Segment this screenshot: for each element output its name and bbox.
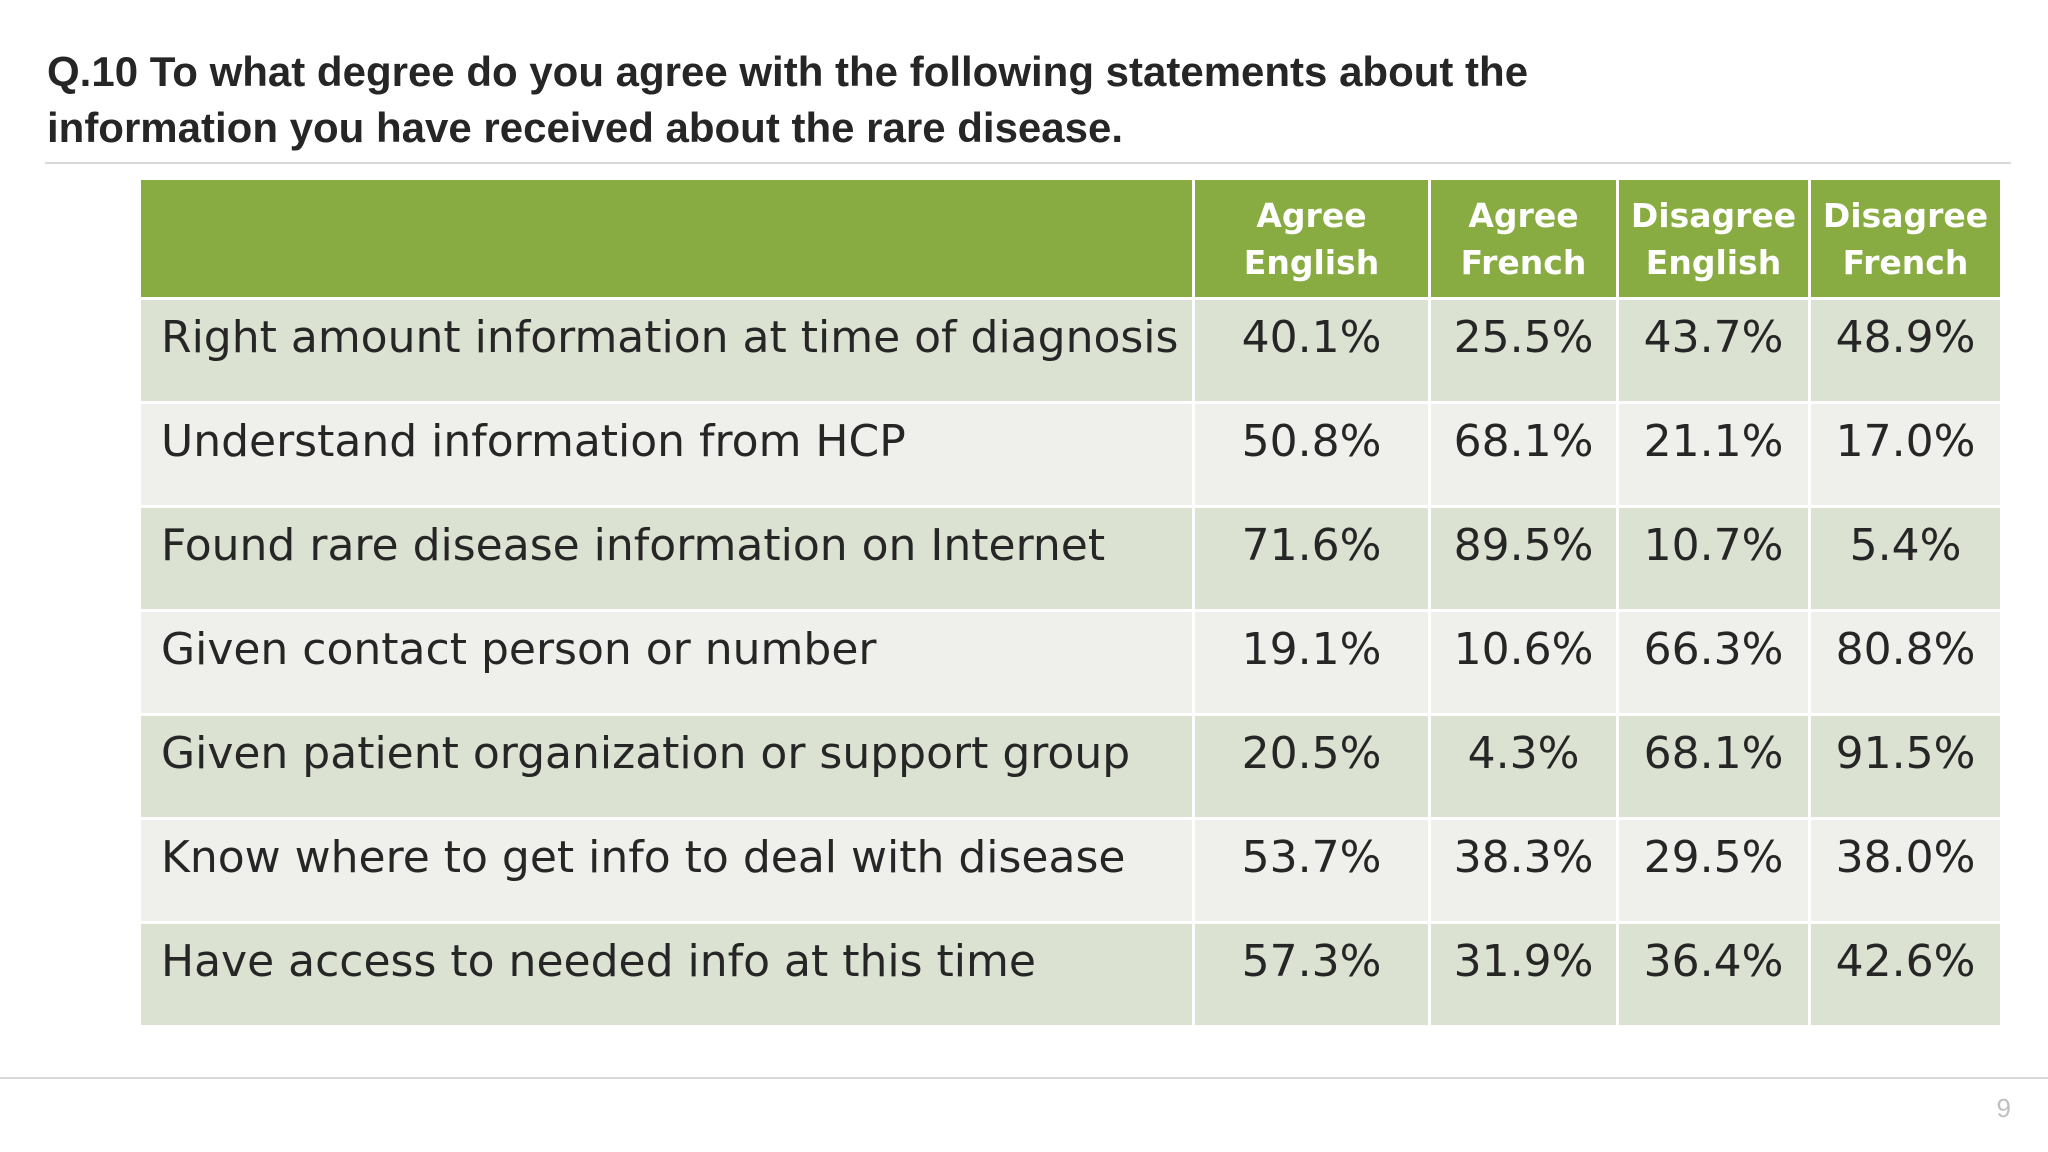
row-label: Given contact person or number (138, 609, 1195, 716)
cell-disagree-english: 29.5% (1616, 817, 1811, 924)
cell-agree-english: 57.3% (1192, 921, 1431, 1028)
slide-title: Q.10 To what degree do you agree with th… (47, 44, 1947, 156)
table-row: Given contact person or number 19.1% 10.… (138, 609, 2003, 716)
header-cell-disagree-french: Disagree French (1808, 177, 2003, 300)
header-label-line-2: English (1243, 242, 1380, 282)
header-cell-statement (138, 177, 1195, 300)
cell-disagree-english: 36.4% (1616, 921, 1811, 1028)
cell-agree-french: 38.3% (1428, 817, 1619, 924)
header-label-line-2: French (1460, 242, 1587, 282)
cell-agree-english: 20.5% (1192, 713, 1431, 820)
cell-disagree-french: 17.0% (1808, 401, 2003, 508)
cell-agree-english: 71.6% (1192, 505, 1431, 612)
cell-disagree-french: 5.4% (1808, 505, 2003, 612)
table-row: Right amount information at time of diag… (138, 297, 2003, 404)
cell-disagree-english: 68.1% (1616, 713, 1811, 820)
title-divider (45, 162, 2011, 164)
row-label: Understand information from HCP (138, 401, 1195, 508)
table-row: Know where to get info to deal with dise… (138, 817, 2003, 924)
cell-agree-french: 4.3% (1428, 713, 1619, 820)
cell-agree-french: 89.5% (1428, 505, 1619, 612)
slide-title-line-2: information you have received about the … (47, 104, 1124, 151)
header-cell-disagree-english: Disagree English (1616, 177, 1811, 300)
cell-agree-french: 31.9% (1428, 921, 1619, 1028)
header-label-line-1: Agree (1256, 195, 1367, 235)
page-number: 9 (1996, 1093, 2011, 1123)
cell-agree-french: 68.1% (1428, 401, 1619, 508)
header-cell-agree-french: Agree French (1428, 177, 1619, 300)
survey-results-table: Agree English Agree French Disagree Engl… (138, 177, 2003, 1028)
header-label-line-2: French (1842, 242, 1969, 282)
cell-agree-english: 53.7% (1192, 817, 1431, 924)
cell-disagree-english: 10.7% (1616, 505, 1811, 612)
table-row: Found rare disease information on Intern… (138, 505, 2003, 612)
row-label: Found rare disease information on Intern… (138, 505, 1195, 612)
table-row: Given patient organization or support gr… (138, 713, 2003, 820)
header-label-line-2: English (1645, 242, 1782, 282)
cell-disagree-french: 42.6% (1808, 921, 2003, 1028)
slide-title-line-1: Q.10 To what degree do you agree with th… (47, 48, 1529, 95)
table-row: Understand information from HCP 50.8% 68… (138, 401, 2003, 508)
table-row: Have access to needed info at this time … (138, 921, 2003, 1028)
row-label: Have access to needed info at this time (138, 921, 1195, 1028)
row-label: Know where to get info to deal with dise… (138, 817, 1195, 924)
cell-agree-english: 50.8% (1192, 401, 1431, 508)
row-label: Right amount information at time of diag… (138, 297, 1195, 404)
cell-agree-english: 40.1% (1192, 297, 1431, 404)
header-label-line-1: Agree (1468, 195, 1579, 235)
cell-disagree-french: 80.8% (1808, 609, 2003, 716)
header-cell-agree-english: Agree English (1192, 177, 1431, 300)
cell-disagree-english: 43.7% (1616, 297, 1811, 404)
cell-disagree-french: 91.5% (1808, 713, 2003, 820)
cell-agree-french: 25.5% (1428, 297, 1619, 404)
header-label-line-1: Disagree (1630, 195, 1797, 235)
cell-disagree-french: 38.0% (1808, 817, 2003, 924)
cell-agree-french: 10.6% (1428, 609, 1619, 716)
cell-disagree-english: 21.1% (1616, 401, 1811, 508)
footer-divider (0, 1077, 2048, 1079)
row-label: Given patient organization or support gr… (138, 713, 1195, 820)
table-header-row: Agree English Agree French Disagree Engl… (138, 177, 2003, 300)
header-label-line-1: Disagree (1822, 195, 1989, 235)
cell-agree-english: 19.1% (1192, 609, 1431, 716)
cell-disagree-english: 66.3% (1616, 609, 1811, 716)
cell-disagree-french: 48.9% (1808, 297, 2003, 404)
